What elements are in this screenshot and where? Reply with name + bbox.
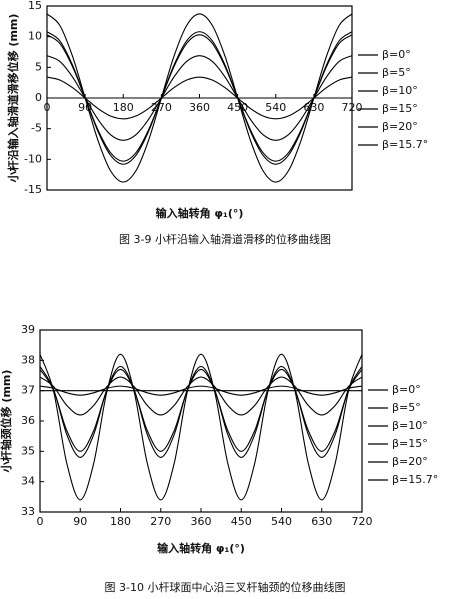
legend-label: β=20°: [382, 120, 418, 133]
y-tick-label: 37: [21, 384, 35, 397]
series-line: [46, 76, 353, 120]
series-line: [46, 34, 353, 162]
x-tick-label: 720: [352, 515, 373, 528]
x-axis-title: 输入轴转角 φ₁(°): [157, 541, 245, 555]
series-line: [46, 13, 353, 183]
x-tick-label: 360: [189, 101, 210, 114]
x-tick-label: 450: [227, 101, 248, 114]
x-tick-label: 90: [73, 515, 87, 528]
x-tick-label: 630: [303, 101, 324, 114]
legend-label: β=15°: [382, 102, 418, 115]
series-line: [46, 55, 353, 141]
legend-label: β=0°: [392, 383, 421, 396]
series-line: [39, 368, 363, 452]
x-tick-label: 0: [44, 101, 51, 114]
y-tick-label: 10: [28, 30, 42, 43]
series-line: [39, 365, 363, 458]
legend-label: β=5°: [382, 66, 411, 79]
legend-label: β=0°: [382, 48, 411, 61]
legend-label: β=10°: [382, 84, 418, 97]
x-tick-label: 270: [150, 515, 171, 528]
y-axis-title: 小杆沿输入轴滑道滑移位移 (mm): [6, 14, 20, 184]
x-tick-label: 540: [271, 515, 292, 528]
x-tick-label: 720: [342, 101, 363, 114]
x-tick-label: 180: [110, 515, 131, 528]
legend-label: β=15.7°: [392, 473, 438, 486]
legend-label: β=10°: [392, 419, 428, 432]
y-tick-label: 36: [21, 414, 35, 427]
legend-label: β=20°: [392, 455, 428, 468]
y-tick-label: 34: [21, 475, 35, 488]
x-tick-label: 630: [311, 515, 332, 528]
y-tick-label: 15: [28, 0, 42, 12]
y-tick-label: 33: [21, 505, 35, 518]
y-tick-label: -5: [31, 122, 42, 135]
series-line: [39, 376, 363, 416]
series-line: [39, 353, 363, 501]
x-axis-title: 输入轴转角 φ₁(°): [156, 206, 244, 220]
y-tick-label: 5: [35, 60, 42, 73]
y-tick-label: 35: [21, 444, 35, 457]
x-tick-label: 450: [231, 515, 252, 528]
legend-label: β=5°: [392, 401, 421, 414]
legend-label: β=15.7°: [382, 138, 428, 151]
y-tick-label: 39: [21, 323, 35, 336]
legend-label: β=15°: [392, 437, 428, 450]
x-tick-label: 360: [191, 515, 212, 528]
x-tick-label: 180: [113, 101, 134, 114]
y-tick-label: -10: [24, 152, 42, 165]
x-tick-label: 540: [265, 101, 286, 114]
series-line: [46, 31, 353, 165]
series-line: [39, 385, 363, 396]
x-tick-label: 0: [37, 515, 44, 528]
y-tick-label: 0: [35, 91, 42, 104]
x-tick-label: 270: [151, 101, 172, 114]
y-axis-title: 小杆轴颈位移 (mm): [0, 370, 13, 474]
y-tick-label: -15: [24, 183, 42, 196]
y-tick-label: 38: [21, 353, 35, 366]
figure-caption: 图 3-9 小杆沿输入轴滑道滑移的位移曲线图: [119, 232, 331, 246]
figure-caption: 图 3-10 小杆球面中心沿三叉杆轴颈的位移曲线图: [105, 580, 346, 594]
